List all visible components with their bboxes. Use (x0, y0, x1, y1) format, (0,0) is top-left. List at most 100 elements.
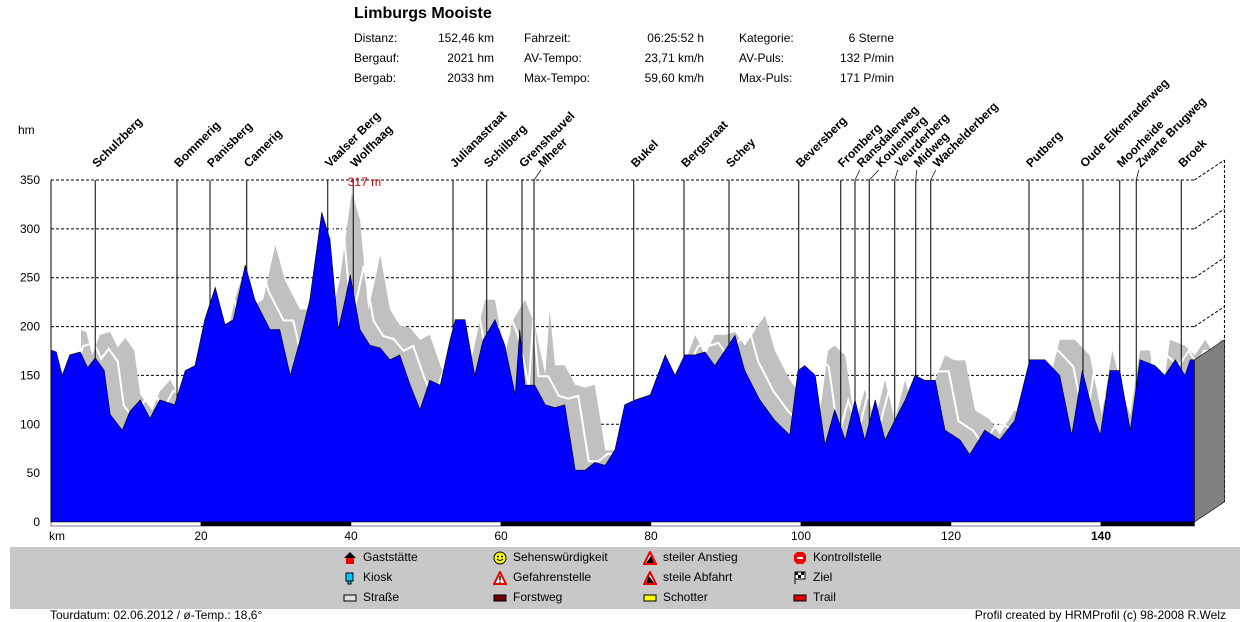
legend-label: Kiosk (363, 570, 393, 584)
marker-label: Schey (723, 135, 758, 170)
legend-item: Kiosk (343, 570, 392, 585)
stat-label: Fahrzeit: (524, 31, 571, 45)
profile-area (50, 212, 1195, 523)
x-tick-label: 80 (644, 529, 658, 543)
y-tick-label: 250 (20, 271, 40, 285)
trail-swatch-icon (793, 594, 807, 602)
y-axis-label: hm (18, 123, 35, 137)
legend-item: Kontrollstelle (793, 550, 882, 565)
stat-value: 132 P/min (839, 51, 894, 65)
legend-label: Gaststätte (363, 550, 418, 564)
legend-label: Kontrollstelle (813, 550, 882, 564)
footer-credits: Profil created by HRMProfil (c) 98-2008 … (974, 608, 1226, 622)
house-icon (344, 551, 356, 564)
road-swatch-icon (343, 594, 357, 602)
stat-value: 171 P/min (839, 71, 894, 85)
legend-item: Gefahrenstelle (492, 569, 592, 585)
legend-label: Sehenswürdigkeit (513, 550, 608, 564)
legend-item: steiler Anstieg (642, 549, 738, 565)
warning-icon (492, 569, 508, 585)
legend-item: Forstweg (493, 590, 562, 605)
x-tick-label: 40 (344, 529, 358, 543)
tour-title: Limburgs Mooiste (354, 5, 492, 22)
legend-item: Schotter (643, 590, 708, 605)
stat-value: 59,60 km/h (644, 71, 704, 85)
marker-label: Bergstraat (678, 118, 730, 170)
x-tick-label: 100 (791, 529, 811, 543)
marker-leader-line (868, 169, 880, 181)
y-tick-label: 50 (27, 466, 41, 480)
marker-leader-line (915, 169, 918, 181)
legend-label: Schotter (663, 590, 708, 604)
legend-label: Gefahrenstelle (513, 570, 592, 584)
stat-label: Distanz: (354, 31, 398, 45)
legend-label: Forstweg (513, 590, 563, 604)
legend-label: Straße (363, 590, 400, 604)
legend-label: Trail (813, 590, 836, 604)
smiley-icon (493, 551, 507, 565)
stat-label: Max-Puls: (739, 71, 793, 85)
legend-item: steile Abfahrt (642, 569, 733, 585)
legend-label: Ziel (813, 570, 833, 584)
stat-value: 2033 hm (447, 71, 494, 85)
marker-label: Broek (1175, 136, 1209, 170)
x-axis-label: km (49, 529, 65, 543)
km-scale-segment (650, 521, 802, 527)
x-tick-label: 20 (194, 529, 208, 543)
gravel-swatch-icon (643, 594, 657, 602)
legend-item: Gaststätte (343, 550, 418, 565)
legend-label: steiler Anstieg (663, 550, 738, 564)
x-tick-label: 140 (1091, 529, 1111, 543)
footer-tour-info: Tourdatum: 02.06.2012 / ø-Temp.: 18,6° (50, 608, 263, 622)
gridline-depth (1194, 306, 1225, 327)
marker-leader-line (894, 169, 899, 181)
legend-label: steile Abfahrt (663, 570, 733, 584)
stat-value: 06:25:52 h (647, 31, 704, 45)
stop-icon (794, 551, 806, 564)
stat-label: AV-Tempo: (524, 51, 582, 65)
stat-label: AV-Puls: (739, 51, 785, 65)
legend-item: Ziel (793, 570, 832, 585)
km-scale-segment (50, 521, 202, 527)
legend-item: Straße (343, 590, 399, 605)
km-scale-segment (200, 521, 352, 527)
stat-value: 152,46 km (437, 31, 494, 45)
legend: Gaststätte Kiosk Straße Sehenswürdigkeit Gef… (10, 547, 1240, 609)
legend-item: Trail (793, 590, 836, 605)
km-scale-segment (350, 521, 502, 527)
steep-descent-icon (642, 569, 658, 585)
km-scale-segment (950, 521, 1102, 527)
gridline-depth (1194, 159, 1225, 181)
forest-road-swatch-icon (493, 594, 507, 602)
marker-leader-line (533, 169, 542, 181)
y-tick-label: 300 (20, 222, 40, 236)
kiosk-icon (345, 572, 354, 585)
km-scale-segment (500, 521, 652, 527)
max-elevation-label: 317 m (348, 175, 381, 189)
y-tick-label: 100 (20, 417, 40, 431)
legend-item: Sehenswürdigkeit (493, 550, 608, 565)
stat-label: Kategorie: (739, 31, 794, 45)
x-tick-label: 120 (941, 529, 961, 543)
marker-label: Putberg (1023, 128, 1065, 170)
marker-label: Schulzberg (89, 114, 145, 170)
stat-label: Bergauf: (354, 51, 400, 65)
stat-value: 6 Sterne (848, 31, 894, 45)
finish-flag-icon (794, 571, 806, 584)
marker-leader-line (854, 169, 861, 181)
stat-value: 2021 hm (447, 51, 494, 65)
marker-leader-line (1135, 169, 1140, 181)
stat-label: Max-Tempo: (524, 71, 591, 85)
marker-label: Bukel (628, 137, 661, 170)
steep-climb-icon (642, 549, 658, 565)
y-tick-label: 200 (20, 320, 40, 334)
gridline-depth (1194, 257, 1225, 279)
x-tick-label: 60 (494, 529, 508, 543)
y-tick-label: 350 (20, 173, 40, 187)
km-scale-segment (1100, 521, 1195, 527)
stat-label: Bergab: (354, 71, 397, 85)
profile-side-face (1194, 339, 1225, 523)
y-tick-label: 150 (20, 368, 40, 382)
